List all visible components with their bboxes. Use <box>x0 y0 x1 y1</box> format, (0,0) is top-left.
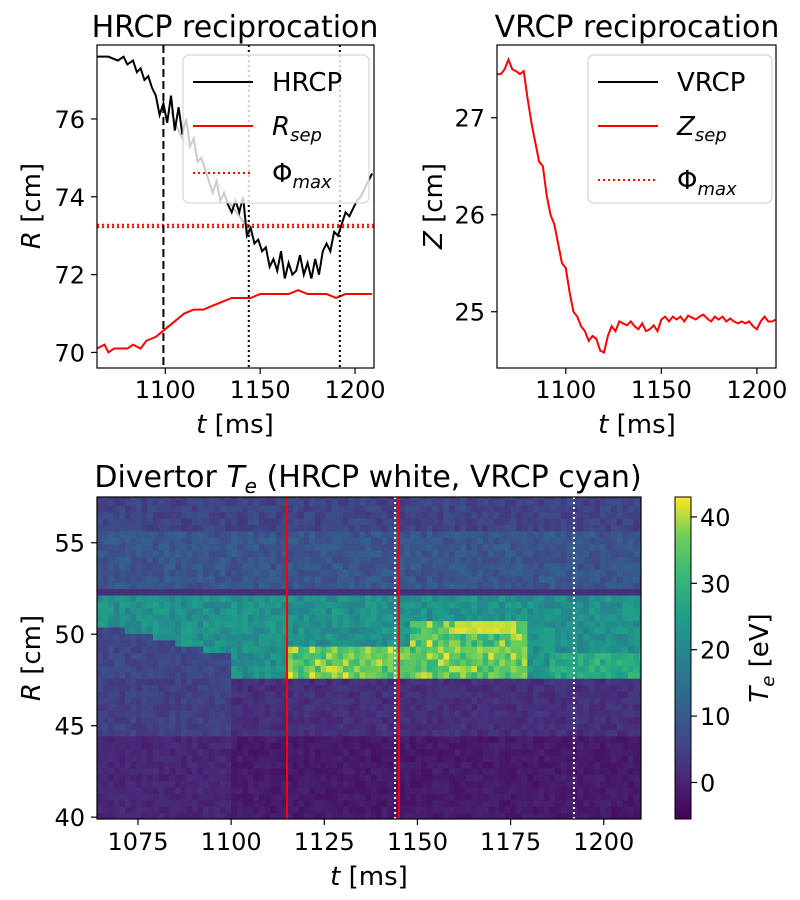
hrcp-xtick-label: 1200 <box>324 376 385 404</box>
rsep-series-line <box>97 289 373 354</box>
divertor-ylabel: R [cm] <box>17 615 47 701</box>
vrcp-ytick-label: 27 <box>454 105 485 133</box>
colorbar-tick-label: 20 <box>700 637 731 665</box>
divertor-xtick-label: 1100 <box>201 828 262 856</box>
vrcp-title: VRCP reciprocation <box>495 10 780 45</box>
hrcp-ytick-label: 72 <box>54 262 85 290</box>
divertor-ytick-label: 45 <box>54 713 85 741</box>
hrcp-xtick-label: 1150 <box>230 376 291 404</box>
divertor-xtick-label: 1175 <box>480 828 541 856</box>
divertor-ytick-label: 40 <box>54 804 85 832</box>
vrcp-ytick-label: 25 <box>454 299 485 327</box>
divertor-panel: Divertor Te (HRCP white, VRCP cyan) 1075… <box>17 460 779 892</box>
vrcp-xlabel: t [ms] <box>598 410 676 440</box>
hrcp-panel: HRCP reciprocation 1100 1150 120070727476 … <box>17 10 386 440</box>
hrcp-title: HRCP reciprocation <box>92 10 379 45</box>
colorbar-label: Te [eV] <box>745 613 779 702</box>
vrcp-legend: VRCP Zsep Φmax <box>587 54 773 204</box>
vrcp-xtick-label: 1150 <box>631 376 692 404</box>
hrcp-ylabel: R [cm] <box>17 163 47 249</box>
legend-zsep: Zsep <box>676 112 727 146</box>
legend-hrcp: HRCP <box>272 68 342 98</box>
divertor-ytick-label: 55 <box>54 530 85 558</box>
vrcp-axes-frame <box>496 44 777 369</box>
hrcp-legend: HRCP Rsep Φmax <box>182 54 370 204</box>
divertor-xtick-label: 1150 <box>387 828 448 856</box>
divertor-xtick-label: 1200 <box>573 828 634 856</box>
divertor-xtick-label: 1125 <box>294 828 355 856</box>
divertor-xtick-label: 1075 <box>107 828 168 856</box>
hrcp-ytick-label: 74 <box>54 184 85 212</box>
vrcp-panel: VRCP reciprocation 1100 1150 1200 25 26 27 t … <box>419 10 787 440</box>
colorbar <box>674 496 692 820</box>
colorbar-tick-label: 40 <box>700 504 731 532</box>
vrcp-ytick-label: 26 <box>454 202 485 230</box>
legend-vrcp-phimax: Φmax <box>677 166 737 200</box>
vrcp-xtick-label: 1200 <box>726 376 787 404</box>
zsep-series-line <box>497 56 776 354</box>
hrcp-xtick-label: 1100 <box>135 376 196 404</box>
divertor-axes-frame <box>96 496 642 820</box>
legend-vrcp: VRCP <box>677 68 745 98</box>
hrcp-xlabel: t [ms] <box>196 410 274 440</box>
hrcp-axes-frame <box>96 44 375 369</box>
colorbar-tick-label: 30 <box>700 570 731 598</box>
vrcp-ylabel: Z [cm] <box>419 163 449 250</box>
colorbar-tick-label: 0 <box>700 769 715 797</box>
vrcp-xtick-label: 1100 <box>535 376 596 404</box>
divertor-title: Divertor Te (HRCP white, VRCP cyan) <box>94 460 641 498</box>
colorbar-tick-label: 10 <box>700 703 731 731</box>
hrcp-ytick-label: 70 <box>54 339 85 367</box>
divertor-ytick-label: 50 <box>54 621 85 649</box>
divertor-xlabel: t [ms] <box>330 862 408 892</box>
legend-rsep: Rsep <box>272 112 322 146</box>
hrcp-ytick-label: 76 <box>54 106 85 134</box>
